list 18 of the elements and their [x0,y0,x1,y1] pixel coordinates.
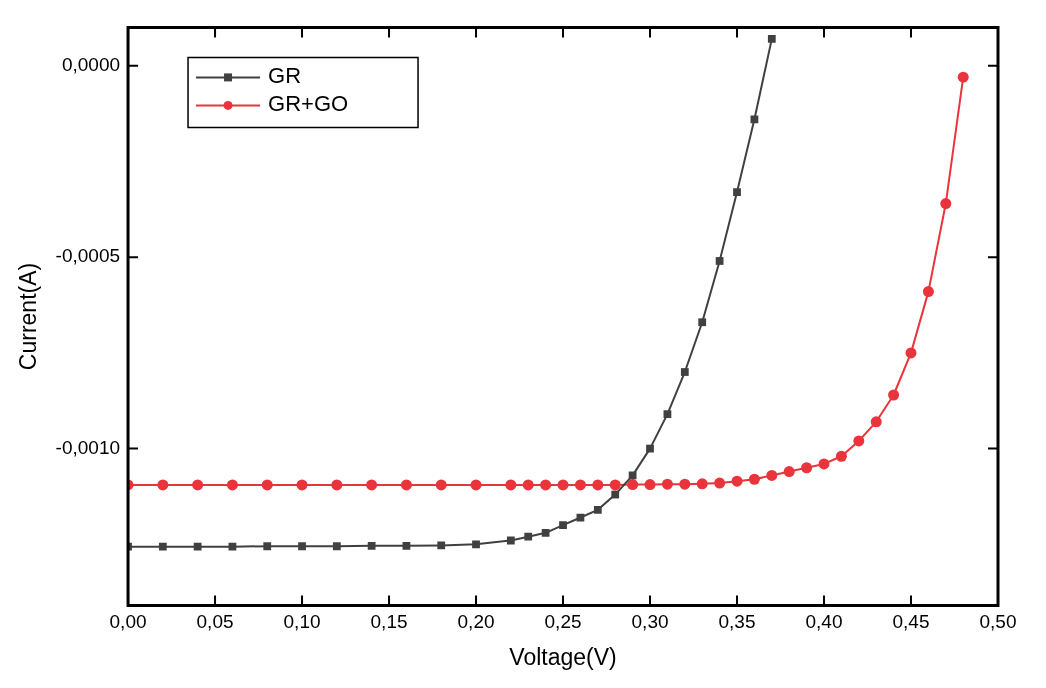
y-axis-title: Current(A) [15,262,42,371]
x-tick-label: 0,10 [283,611,321,633]
legend-label: GR+GO [268,91,349,117]
x-tick-label: 0,45 [892,611,930,633]
legend-label: GR [268,63,302,89]
y-tick-label: 0,0000 [61,53,121,75]
x-tick-label: 0,40 [805,611,843,633]
x-axis-title: Voltage(V) [509,643,617,670]
x-tick-label: 0,25 [544,611,582,633]
y-tick-label: -0,0005 [55,245,121,267]
x-tick-label: 0,30 [631,611,669,633]
x-tick-label: 0,50 [979,611,1017,633]
x-tick-label: 0,00 [109,611,147,633]
x-tick-label: 0,35 [718,611,756,633]
x-tick-label: 0,15 [370,611,408,633]
y-tick-label: -0,0010 [55,436,121,458]
x-tick-label: 0,05 [196,611,234,633]
x-tick-label: 0,20 [457,611,495,633]
